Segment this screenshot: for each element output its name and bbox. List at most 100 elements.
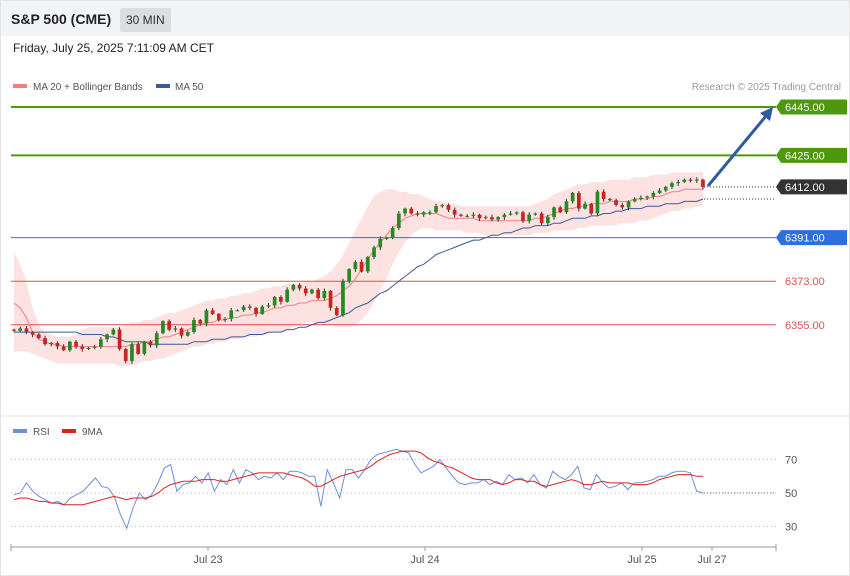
candle-body bbox=[24, 328, 29, 332]
candle-body bbox=[465, 215, 469, 217]
candle-body bbox=[527, 214, 531, 221]
candle-body bbox=[577, 192, 581, 209]
candle-body bbox=[179, 328, 184, 336]
candle-body bbox=[217, 313, 221, 320]
rsi-tick-label: 30 bbox=[785, 522, 797, 534]
price-tag-label: 6355.00 bbox=[785, 320, 825, 332]
candle-body bbox=[192, 320, 196, 333]
candle-body bbox=[322, 290, 327, 299]
candle-body bbox=[68, 341, 72, 351]
candle-body bbox=[459, 214, 463, 216]
bollinger-band bbox=[14, 172, 703, 366]
candle-body bbox=[334, 307, 339, 316]
candle-body bbox=[626, 201, 631, 208]
candle-body bbox=[490, 217, 494, 220]
candle-body bbox=[235, 310, 240, 312]
candle-body bbox=[632, 199, 637, 202]
candle-body bbox=[508, 213, 513, 215]
candle-body bbox=[260, 306, 265, 314]
candle-body bbox=[471, 214, 476, 216]
candle-body bbox=[514, 212, 519, 214]
candle-body bbox=[365, 257, 370, 272]
levels-group: 6445.00 6425.00 6412.00 6391.00 6373.00 6355.… bbox=[11, 99, 847, 332]
candle-body bbox=[49, 342, 54, 345]
rsi-line bbox=[13, 448, 704, 530]
rsi-ma-line bbox=[13, 450, 703, 506]
candle-body bbox=[198, 320, 203, 324]
candle-body bbox=[657, 190, 662, 193]
candle-body bbox=[167, 321, 171, 330]
candle-body bbox=[185, 332, 190, 336]
candle-body bbox=[694, 179, 699, 181]
candle-body bbox=[651, 192, 656, 197]
candle-body bbox=[37, 334, 41, 339]
candle-body bbox=[55, 342, 60, 347]
candle-body bbox=[583, 203, 587, 209]
rsi-tick-label: 50 bbox=[785, 488, 797, 500]
candle-body bbox=[173, 328, 178, 330]
candle-body bbox=[446, 205, 451, 210]
rsi-legend-swatch bbox=[13, 429, 27, 433]
candle-body bbox=[154, 333, 159, 346]
candle-body bbox=[452, 209, 457, 215]
candle-body bbox=[341, 281, 345, 316]
candle-body bbox=[639, 197, 643, 199]
candle-body bbox=[403, 208, 407, 214]
price-tag-label: 6391.00 bbox=[785, 233, 825, 245]
x-axis-tick-label: Jul 25 bbox=[627, 554, 656, 566]
candle-body bbox=[701, 179, 705, 187]
candle-body bbox=[620, 205, 625, 208]
candle-body bbox=[390, 228, 395, 238]
rsi-tick-label: 70 bbox=[785, 455, 797, 467]
candle-body bbox=[223, 318, 227, 320]
candle-body bbox=[161, 321, 165, 334]
candle-body bbox=[74, 341, 78, 347]
candle-body bbox=[254, 307, 258, 314]
candle-body bbox=[539, 213, 544, 224]
price-tag-label: 6412.00 bbox=[785, 182, 825, 194]
candle-body bbox=[589, 203, 594, 214]
forecast-arrow-shaft bbox=[706, 115, 768, 187]
forecast-arrow bbox=[706, 107, 773, 187]
candle-body bbox=[80, 346, 85, 349]
candle-body bbox=[496, 217, 500, 220]
candle-body bbox=[248, 306, 252, 308]
x-axis-tick-label: Jul 23 bbox=[193, 554, 222, 566]
candle-body bbox=[601, 191, 606, 199]
x-axis-tick-label: Jul 24 bbox=[410, 554, 439, 566]
candle-body bbox=[595, 191, 600, 214]
candle-body bbox=[670, 183, 674, 187]
x-axis: Jul 23 Jul 24 Jul 25 Jul 27 bbox=[10, 544, 777, 566]
candle-body bbox=[92, 346, 97, 348]
candle-body bbox=[310, 289, 314, 294]
ma50-legend-swatch bbox=[156, 84, 170, 88]
candles-group bbox=[12, 177, 705, 364]
ma20-legend-label: MA 20 + Bollinger Bands bbox=[33, 82, 143, 93]
timeframe-button[interactable]: 30 MIN bbox=[120, 8, 171, 32]
candle-body bbox=[266, 305, 271, 307]
candle-body bbox=[676, 182, 680, 184]
candle-body bbox=[30, 332, 35, 335]
ma20-line bbox=[13, 188, 703, 348]
price-tag-label: 6425.00 bbox=[785, 150, 825, 162]
candle-body bbox=[328, 290, 333, 308]
candle-body bbox=[483, 217, 488, 219]
rsi-grid: 30 50 70 bbox=[11, 455, 797, 534]
candle-body bbox=[279, 297, 283, 302]
candle-body bbox=[372, 247, 376, 258]
price-tag bbox=[776, 147, 847, 163]
rsi-legend-label: RSI bbox=[33, 427, 50, 438]
candle-body bbox=[12, 329, 16, 331]
rsi-panel: RSI 9MA 30 50 70 bbox=[11, 427, 797, 534]
ma50-line bbox=[14, 198, 704, 345]
price-tag-label: 6373.00 bbox=[785, 276, 825, 288]
date-label: Friday, July 25, 2025 7:11:09 AM CET bbox=[13, 41, 214, 55]
candle-body bbox=[142, 341, 147, 354]
candle-body bbox=[421, 212, 426, 215]
candle-body bbox=[123, 349, 128, 362]
candle-body bbox=[285, 289, 289, 302]
candle-body bbox=[272, 297, 277, 306]
candle-body bbox=[645, 196, 649, 198]
candle-body bbox=[117, 329, 122, 349]
forecast-arrow-head bbox=[760, 107, 773, 121]
